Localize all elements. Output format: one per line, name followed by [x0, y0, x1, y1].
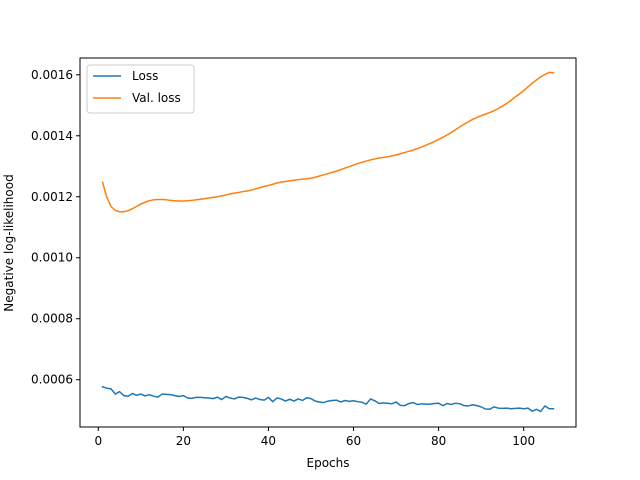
y-tick-label: 0.0010: [31, 251, 73, 265]
legend-label-loss: Loss: [132, 69, 158, 83]
plot-frame: [79, 57, 577, 428]
x-tick-label: 80: [431, 434, 446, 448]
x-tick-label: 100: [512, 434, 535, 448]
y-tick-label: 0.0016: [31, 68, 73, 82]
y-axis: 0.0006 0.0008 0.0010 0.0012 0.0014 0.0016: [31, 68, 80, 387]
series-layer: [101, 71, 555, 413]
series-line-loss: [101, 385, 555, 413]
legend-label-val-loss: Val. loss: [132, 91, 181, 105]
x-tick-label: 40: [261, 434, 276, 448]
y-tick-label: 0.0006: [31, 373, 73, 387]
legend: Loss Val. loss: [86, 64, 195, 114]
x-axis-label: Epochs: [307, 456, 350, 470]
x-axis: 0 20 40 60 80 100: [94, 427, 535, 448]
x-tick-label: 0: [94, 434, 102, 448]
y-tick-label: 0.0014: [31, 129, 73, 143]
x-tick-label: 20: [176, 434, 191, 448]
x-tick-label: 60: [346, 434, 361, 448]
y-tick-label: 0.0012: [31, 190, 73, 204]
legend-frame: [86, 64, 195, 114]
y-tick-label: 0.0008: [31, 312, 73, 326]
series-line-val-loss: [101, 71, 555, 213]
y-axis-label: Negative log-likelihood: [2, 174, 16, 311]
